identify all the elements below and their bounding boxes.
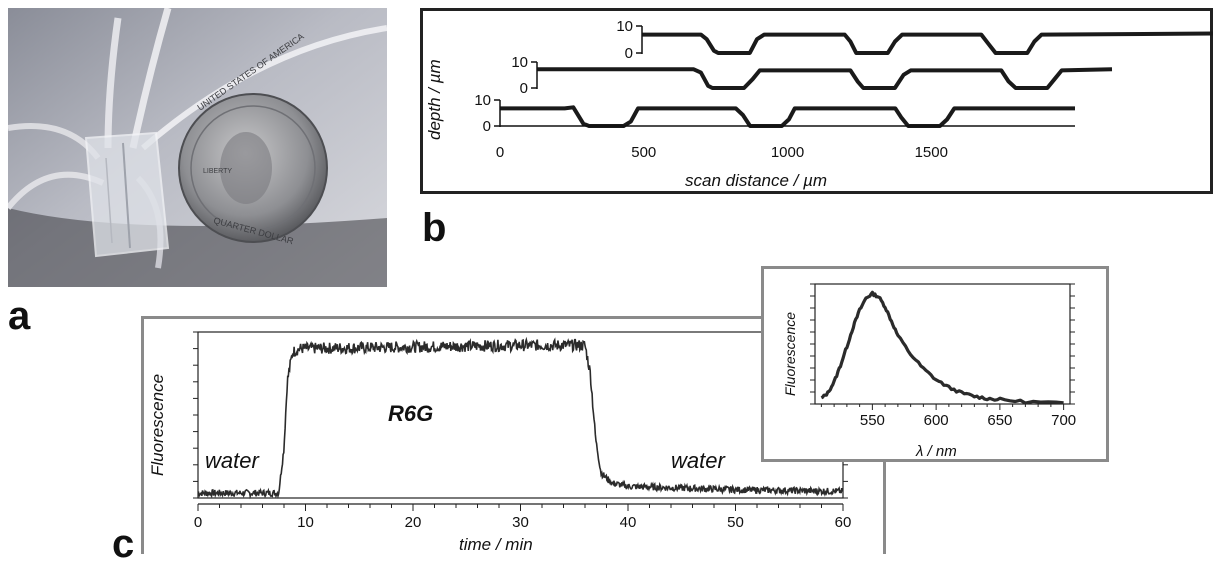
annotation-water-right: water bbox=[671, 448, 726, 473]
time-tick-label: 0 bbox=[194, 514, 202, 531]
emission-spectrum bbox=[820, 290, 1064, 405]
depth-tick-label: 0 bbox=[520, 80, 528, 97]
depth-tick-label: 10 bbox=[474, 92, 491, 109]
depth-profile-chart: depth / µm scan distance / µm 0100100100… bbox=[420, 8, 1213, 194]
annotation-water-left: water bbox=[205, 448, 260, 473]
inset-frame bbox=[761, 266, 1109, 462]
wavelength-tick-label: 600 bbox=[924, 412, 949, 429]
spectrum-chart: Fluorescence λ / nm 550 600 650 700 bbox=[761, 266, 1109, 462]
wavelength-tick-label: 650 bbox=[987, 412, 1012, 429]
fluorescence-axis-title: Fluorescence bbox=[148, 374, 167, 476]
wavelength-axis-title: λ / nm bbox=[915, 443, 957, 460]
depth-tick-label: 10 bbox=[616, 18, 633, 35]
depth-profile-3 bbox=[642, 31, 1213, 55]
depth-axis-title: depth / µm bbox=[425, 59, 444, 140]
inset-fluorescence-axis-title: Fluorescence bbox=[782, 312, 798, 396]
panel-label-c: c bbox=[112, 522, 135, 566]
annotation-r6g: R6G bbox=[388, 401, 433, 426]
depth-profile-panel: depth / µm scan distance / µm 0 10 0 10 0 10 0… bbox=[420, 8, 1213, 194]
time-axis-title: time / min bbox=[459, 535, 533, 554]
wavelength-tick-label: 550 bbox=[860, 412, 885, 429]
scan-axis-title: scan distance / µm bbox=[685, 171, 827, 190]
time-tick-label: 40 bbox=[620, 514, 637, 531]
plot-area-c bbox=[197, 331, 844, 499]
time-tick-label: 10 bbox=[297, 514, 314, 531]
scan-tick-label: 1500 bbox=[915, 144, 948, 161]
device-photo: UNITED STATES OF AMERICA LIBERTY QUARTER… bbox=[5, 7, 388, 287]
depth-tick-label: 0 bbox=[625, 45, 633, 62]
panel-label-b: b bbox=[422, 206, 447, 250]
coin-word: LIBERTY bbox=[203, 168, 232, 175]
depth-tick-label: 0 bbox=[483, 118, 491, 135]
scan-tick-label: 500 bbox=[631, 144, 656, 161]
time-tick-label: 30 bbox=[512, 514, 529, 531]
time-tick-label: 50 bbox=[727, 514, 744, 531]
wavelength-tick-label: 700 bbox=[1051, 412, 1076, 429]
depth-profile-1 bbox=[500, 105, 1075, 128]
fluorescence-trace bbox=[197, 336, 844, 500]
time-tick-label: 60 bbox=[835, 514, 852, 531]
panel-label-a: a bbox=[8, 294, 31, 338]
depth-tick-label: 10 bbox=[511, 54, 528, 71]
device-photo-illustration: UNITED STATES OF AMERICA LIBERTY QUARTER… bbox=[5, 7, 388, 287]
depth-profile-2 bbox=[537, 67, 1113, 90]
spectrum-inset: Fluorescence λ / nm 550 600 650 700 bbox=[761, 266, 1109, 462]
scan-tick-label: 0 bbox=[496, 144, 504, 161]
time-tick-label: 20 bbox=[405, 514, 422, 531]
panel-b-frame bbox=[420, 8, 1213, 194]
scan-tick-label: 1000 bbox=[771, 144, 804, 161]
